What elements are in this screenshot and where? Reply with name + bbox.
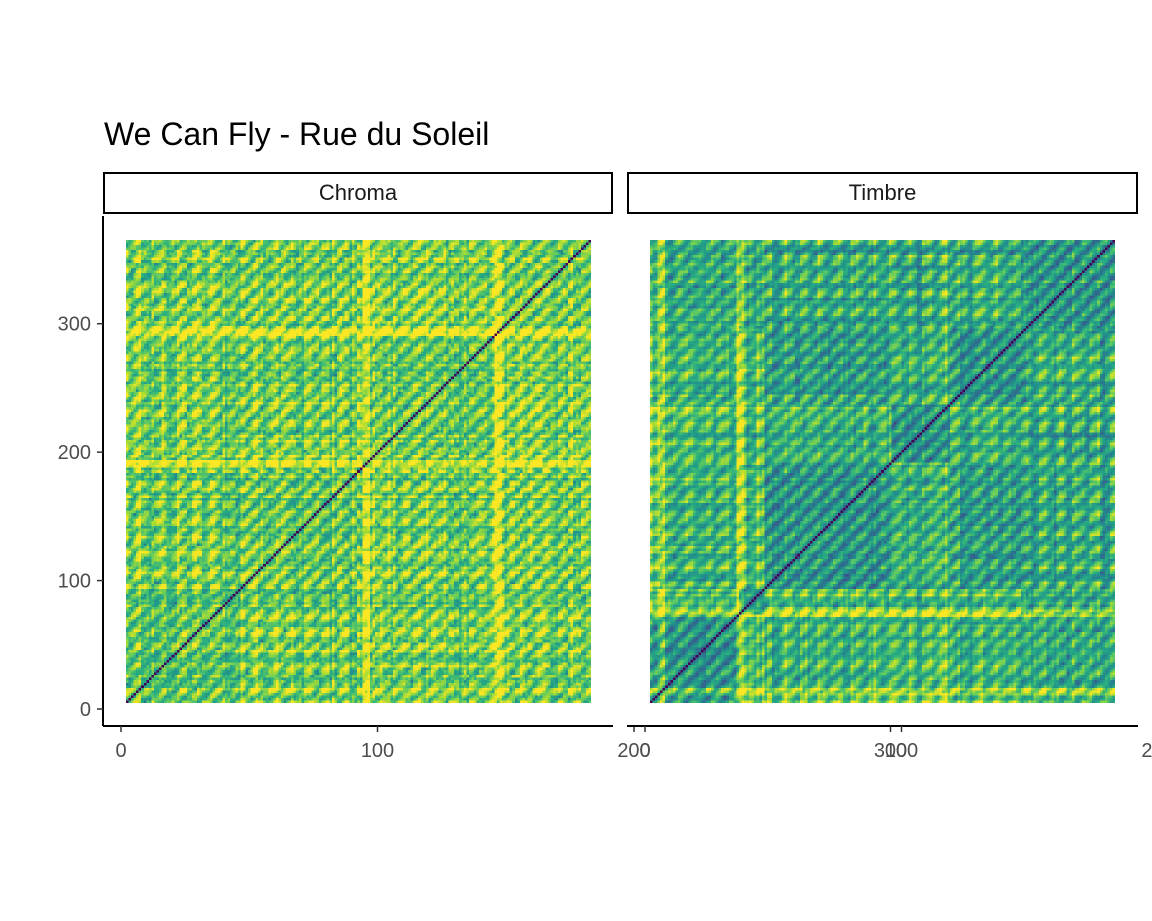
x-tick-label-timbre: 100 — [885, 740, 918, 762]
facet-label-timbre: Timbre — [848, 180, 917, 205]
x-tick-label-timbre: 200 — [1141, 740, 1152, 762]
y-tick-label: 300 — [58, 314, 91, 336]
facet-label-chroma: Chroma — [318, 180, 398, 205]
x-tick-label-chroma: 100 — [361, 740, 394, 762]
chart-title: We Can Fly - Rue du Soleil — [104, 116, 490, 152]
x-tick-label-timbre: 0 — [639, 740, 650, 762]
x-tick-label-chroma: 200 — [617, 740, 650, 762]
x-tick-label-chroma: 0 — [115, 740, 126, 762]
x-tick-label-chroma: 300 — [874, 740, 907, 762]
y-tick-label: 200 — [58, 442, 91, 464]
heatmap-timbre — [650, 240, 1115, 703]
facet-strip-timbre: Timbre — [627, 172, 1138, 214]
y-tick-label: 100 — [58, 571, 91, 593]
facet-strip-chroma: Chroma — [103, 172, 613, 214]
y-tick-label: 0 — [80, 699, 91, 721]
heatmap-chroma — [126, 240, 591, 703]
